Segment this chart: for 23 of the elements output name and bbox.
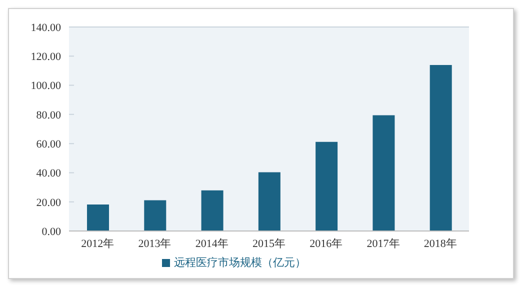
x-tick-label: 2017年	[366, 238, 400, 250]
y-tick-label: 100.00	[30, 80, 62, 92]
bar	[430, 65, 452, 231]
y-tick-label: 140.00	[30, 22, 62, 34]
y-tick-label: 80.00	[36, 109, 62, 122]
y-tick-label: 40.00	[36, 168, 62, 180]
x-tick-label: 2013年	[138, 238, 172, 250]
y-tick-label: 20.00	[36, 196, 62, 209]
bar	[258, 172, 280, 231]
bar	[316, 142, 338, 231]
bar	[87, 204, 109, 231]
bar	[201, 190, 224, 231]
x-tick-label: 2018年	[424, 238, 457, 250]
x-tick-label: 2014年	[195, 238, 228, 250]
x-tick-label: 2015年	[252, 238, 286, 250]
y-tick-label: 120.00	[30, 51, 62, 64]
y-tick-label: 0.00	[42, 226, 62, 238]
x-tick-label: 2012年	[81, 238, 114, 250]
legend-label: 远程医疗市场规模（亿元）	[174, 257, 306, 269]
bar	[144, 200, 166, 231]
bar	[372, 115, 395, 231]
x-tick-label: 2016年	[310, 238, 343, 250]
y-tick-label: 60.00	[36, 138, 62, 150]
